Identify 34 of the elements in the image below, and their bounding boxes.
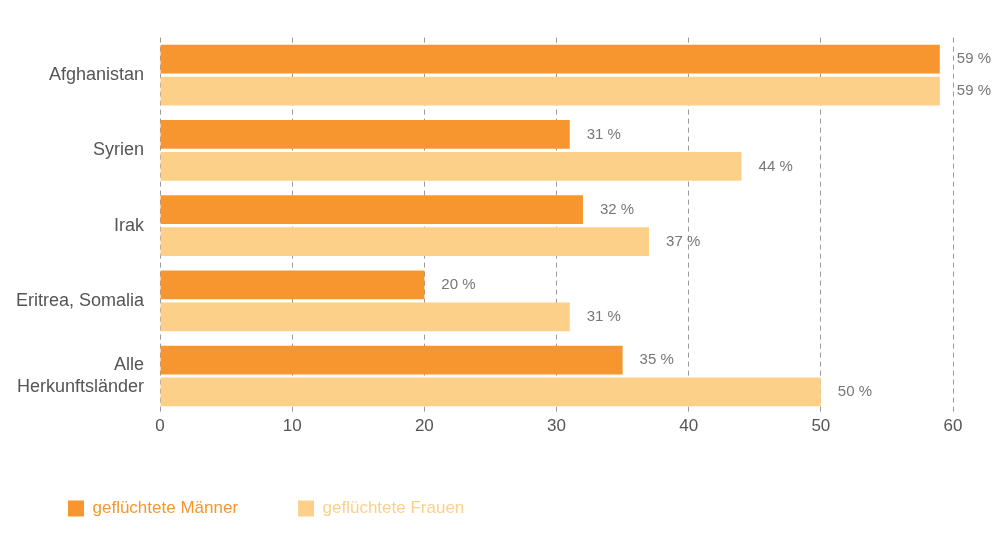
y-tick-label: Irak bbox=[114, 214, 146, 235]
bar bbox=[160, 44, 940, 74]
x-tick-label: 20 bbox=[414, 416, 434, 436]
x-tick-label: 60 bbox=[943, 416, 963, 436]
data-label: 59 % bbox=[956, 81, 991, 99]
data-label: 31 % bbox=[586, 124, 621, 142]
x-tick-label: 0 bbox=[155, 416, 165, 436]
legend-label: geflüchtete Frauen bbox=[322, 498, 465, 518]
x-tick-label: 40 bbox=[679, 416, 699, 436]
x-tick-label: 30 bbox=[547, 416, 566, 436]
bar bbox=[160, 76, 940, 106]
data-label: 50 % bbox=[837, 382, 873, 400]
data-label: 20 % bbox=[441, 274, 476, 292]
y-tick-label: Alle Herkunftsländer bbox=[16, 354, 145, 396]
data-label: 37 % bbox=[666, 231, 701, 249]
bar bbox=[160, 152, 742, 181]
data-label: 59 % bbox=[956, 49, 991, 67]
bar bbox=[160, 227, 650, 256]
y-tick-label: Eritrea, Somalia bbox=[15, 289, 146, 310]
x-tick-label: 10 bbox=[282, 416, 302, 436]
bar bbox=[160, 195, 583, 224]
data-label: 31 % bbox=[586, 306, 621, 324]
y-tick-label: Afghanistan bbox=[48, 64, 145, 85]
bar bbox=[160, 302, 570, 332]
data-label: 35 % bbox=[639, 350, 674, 368]
bar bbox=[160, 120, 570, 149]
legend-label: geflüchtete Männer bbox=[92, 498, 239, 518]
bar bbox=[160, 345, 623, 375]
data-label: 44 % bbox=[758, 156, 793, 174]
bar bbox=[160, 270, 425, 300]
y-tick-label: Syrien bbox=[93, 139, 145, 160]
data-label: 32 % bbox=[599, 199, 635, 217]
x-tick-label: 50 bbox=[811, 416, 831, 436]
bar bbox=[160, 377, 821, 407]
